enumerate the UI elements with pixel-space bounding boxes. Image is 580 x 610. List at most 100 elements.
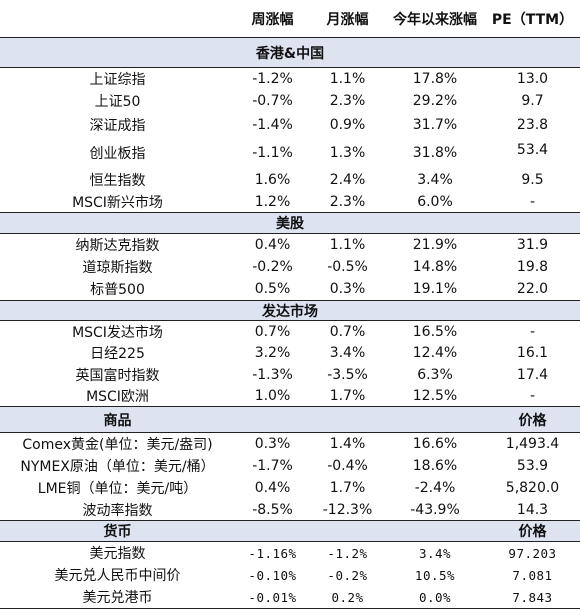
section-rule bbox=[0, 520, 580, 521]
row-ytd: 14.8% bbox=[412, 259, 458, 275]
row-weekly: -1.2% bbox=[252, 71, 293, 87]
row-monthly: 0.7% bbox=[329, 323, 366, 340]
row-pe: 53.9 bbox=[516, 458, 549, 474]
section-rule bbox=[0, 233, 580, 234]
row-monthly: -0.4% bbox=[327, 458, 368, 474]
section-rule bbox=[0, 432, 580, 433]
row-name: MSCI新兴市场 bbox=[72, 195, 163, 211]
row-ytd: -43.9% bbox=[410, 501, 460, 518]
row-ytd: 6.3% bbox=[417, 367, 453, 383]
row-name: 标普500 bbox=[90, 282, 145, 298]
row-name: MSCI欧洲 bbox=[86, 389, 149, 405]
row-weekly: 1.6% bbox=[254, 172, 291, 188]
row-pe: - bbox=[529, 194, 536, 210]
table-row: Comex黄金(单位：美元/盎司) 0.3% 1.4% 16.6% 1,493.… bbox=[0, 433, 580, 455]
table-row: 日经225 3.2% 3.4% 12.4% 16.1 bbox=[0, 342, 580, 364]
row-monthly: 2.4% bbox=[329, 172, 366, 188]
row-ytd: 12.5% bbox=[412, 388, 458, 404]
row-weekly: 0.5% bbox=[254, 281, 291, 297]
row-name: 美元兑港币 bbox=[82, 590, 153, 606]
header-weekly: 周涨幅 bbox=[251, 11, 294, 28]
row-weekly: -0.10% bbox=[248, 567, 297, 583]
row-pe: - bbox=[529, 323, 536, 340]
row-pe: 23.8 bbox=[516, 117, 549, 133]
section-header-commodities: 商品 价格 bbox=[0, 407, 580, 432]
row-pe: 17.4 bbox=[516, 367, 549, 383]
row-name: Comex黄金(单位：美元/盎司) bbox=[22, 437, 213, 453]
row-monthly: -0.5% bbox=[327, 259, 368, 275]
row-monthly: 1.1% bbox=[329, 71, 366, 87]
section-rule bbox=[0, 320, 580, 321]
table-row: 美元指数 -1.16% -1.2% 3.4% 97.203 bbox=[0, 542, 580, 564]
row-monthly: 1.3% bbox=[329, 145, 366, 161]
table-row: 美元兑港币 -0.01% 0.2% 0.0% 7.843 bbox=[0, 586, 580, 608]
row-ytd: 29.2% bbox=[412, 93, 458, 109]
row-monthly: 2.3% bbox=[329, 93, 366, 109]
row-ytd: 21.9% bbox=[412, 237, 458, 253]
row-name: 美元指数 bbox=[89, 546, 146, 562]
row-weekly: 1.0% bbox=[254, 388, 291, 404]
row-name: NYMEX原油（单位：美元/桶） bbox=[20, 459, 215, 475]
row-monthly: 2.3% bbox=[329, 194, 366, 210]
row-ytd: 31.7% bbox=[412, 117, 458, 133]
row-weekly: 0.7% bbox=[254, 323, 291, 340]
table-row: LME铜（单位：美元/吨） 0.4% 1.7% -2.4% 5,820.0 bbox=[0, 477, 580, 499]
header-ytd: 今年以来涨幅 bbox=[393, 11, 477, 28]
table-row: 深证成指 -1.4% 0.9% 31.7% 23.8 bbox=[0, 112, 580, 138]
row-weekly: 3.2% bbox=[254, 345, 291, 361]
section-rule bbox=[0, 67, 580, 68]
table-row: 美元兑人民币中间价 -0.10% -0.2% 10.5% 7.081 bbox=[0, 564, 580, 586]
row-name: 美元兑人民币中间价 bbox=[54, 568, 181, 584]
row-pe: 19.8 bbox=[516, 259, 549, 275]
table-row: 恒生指数 1.6% 2.4% 3.4% 9.5 bbox=[0, 168, 580, 192]
section-rule bbox=[0, 406, 580, 407]
row-ytd: 17.8% bbox=[412, 71, 458, 87]
header-rule bbox=[0, 37, 580, 38]
row-name: 纳斯达克指数 bbox=[75, 238, 160, 254]
row-monthly: 0.9% bbox=[329, 117, 366, 133]
row-pe: 31.9 bbox=[516, 237, 549, 253]
row-ytd: 12.4% bbox=[412, 345, 458, 361]
row-ytd: -2.4% bbox=[414, 480, 456, 496]
header-monthly: 月涨幅 bbox=[326, 11, 369, 28]
row-ytd: 6.0% bbox=[417, 194, 453, 210]
row-monthly: 0.2% bbox=[331, 589, 364, 605]
row-pe: 13.0 bbox=[516, 71, 549, 87]
row-pe: 1,493.4 bbox=[505, 436, 560, 452]
section-title: 货币 bbox=[103, 524, 132, 540]
row-pe: 22.0 bbox=[516, 281, 549, 297]
row-name: 日经225 bbox=[90, 346, 145, 362]
table-row: 波动率指数 -8.5% -12.3% -43.9% 14.3 bbox=[0, 499, 580, 520]
section-title: 美股 bbox=[276, 216, 304, 232]
row-monthly: 1.1% bbox=[329, 237, 366, 253]
table-row: 创业板指 -1.1% 1.3% 31.8% 53.4 bbox=[0, 138, 580, 168]
row-weekly: 1.2% bbox=[254, 194, 291, 210]
row-monthly: 1.4% bbox=[329, 436, 366, 452]
row-name: 深证成指 bbox=[89, 118, 146, 134]
row-ytd: 10.5% bbox=[414, 567, 456, 583]
row-name: 上证综指 bbox=[89, 72, 146, 88]
header-pe: PE（TTM） bbox=[491, 11, 574, 28]
header-name-cell bbox=[0, 0, 235, 37]
row-monthly: 1.7% bbox=[329, 480, 366, 496]
row-weekly: -1.3% bbox=[252, 367, 293, 383]
table-row: MSCI发达市场 0.7% 0.7% 16.5% - bbox=[0, 321, 580, 342]
row-ytd: 3.4% bbox=[417, 172, 453, 188]
section-title: 香港&中国 bbox=[255, 45, 325, 62]
row-weekly: -0.01% bbox=[248, 589, 297, 605]
row-weekly: -1.7% bbox=[252, 458, 293, 474]
row-weekly: -1.4% bbox=[252, 117, 293, 133]
section-rule bbox=[0, 300, 580, 301]
row-ytd: 16.5% bbox=[412, 323, 458, 340]
row-pe: - bbox=[529, 388, 536, 404]
row-name: 道琼斯指数 bbox=[82, 260, 153, 276]
row-weekly: -1.1% bbox=[252, 145, 293, 161]
row-pe: 9.7 bbox=[521, 93, 544, 109]
table-row: 道琼斯指数 -0.2% -0.5% 14.8% 19.8 bbox=[0, 256, 580, 278]
row-name: 英国富时指数 bbox=[75, 368, 160, 384]
row-pe: 7.081 bbox=[512, 567, 553, 583]
section-title: 商品 bbox=[103, 412, 132, 429]
row-monthly: -0.2% bbox=[327, 567, 368, 583]
row-weekly: -0.2% bbox=[252, 259, 293, 275]
table-row: 纳斯达克指数 0.4% 1.1% 21.9% 31.9 bbox=[0, 234, 580, 256]
